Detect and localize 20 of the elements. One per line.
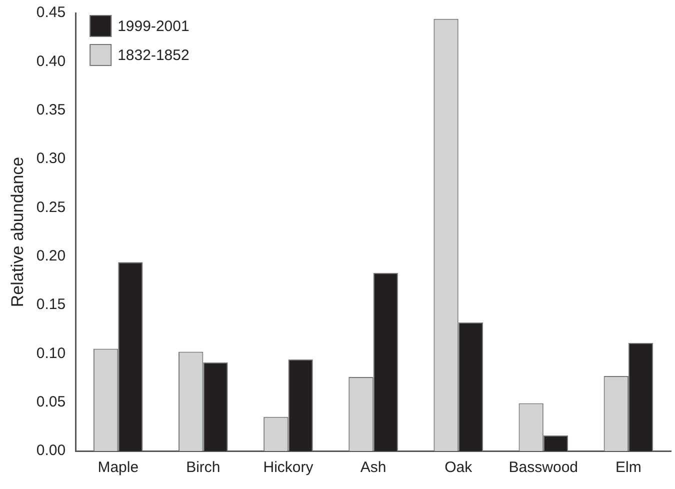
y-tick-label: 0.15 xyxy=(36,296,66,314)
y-tick-label: 0.05 xyxy=(36,393,66,410)
x-tick-label: Oak xyxy=(444,459,473,476)
x-tick-label: Basswood xyxy=(508,459,578,476)
y-axis-title: Relative abundance xyxy=(8,156,27,308)
x-tick-label: Elm xyxy=(616,459,642,476)
y-tick-label: 0.30 xyxy=(36,150,66,168)
y-tick-label: 0.40 xyxy=(36,52,66,70)
legend-label: 1832-1852 xyxy=(118,47,190,64)
legend-label: 1999-2001 xyxy=(118,18,190,36)
x-tick-label: Birch xyxy=(186,459,220,476)
x-tick-label: Maple xyxy=(98,459,139,476)
x-tick-label: Ash xyxy=(360,459,386,476)
y-tick-label: 0.35 xyxy=(36,101,66,118)
y-tick-label: 0.00 xyxy=(36,442,66,460)
y-tick-label: 0.10 xyxy=(36,344,66,362)
y-tick-label: 0.20 xyxy=(36,247,66,264)
y-tick-label: 0.45 xyxy=(36,4,66,22)
y-tick-label: 0.25 xyxy=(36,198,66,216)
x-tick-label: Hickory xyxy=(263,459,314,476)
